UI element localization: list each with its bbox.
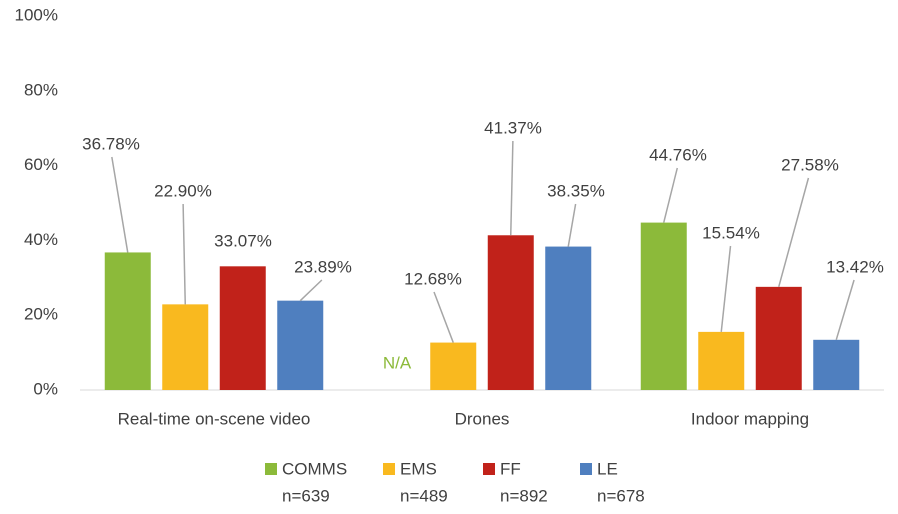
y-tick-label: 0% [33,379,58,398]
data-label: 38.35% [547,181,605,200]
data-label: N/A [383,353,412,372]
leader-line [182,203,186,305]
data-label: 36.78% [82,134,140,153]
y-tick-label: 100% [15,5,58,24]
leader-line [663,167,679,223]
bar [104,252,151,390]
legend-swatch [483,463,495,475]
leader-line [433,291,454,343]
legend-sample: n=639 [282,486,330,505]
leader-line [720,245,732,332]
legend-sample: n=892 [500,486,548,505]
leader-line [299,279,323,302]
legend-swatch [580,463,592,475]
legend-swatch [265,463,277,475]
legend-label: COMMS [282,459,347,478]
data-label: 13.42% [826,257,884,276]
y-tick-label: 40% [24,230,58,249]
y-tick-label: 20% [24,305,58,324]
bar [430,342,477,390]
bar [545,246,592,390]
data-label: 27.58% [781,155,839,174]
bar [640,222,687,390]
x-tick-label: Real-time on-scene video [118,409,311,428]
bar [698,331,745,390]
legend-swatch [383,463,395,475]
x-tick-label: Drones [455,409,510,428]
data-label: 41.37% [484,118,542,137]
leader-line [111,156,129,253]
data-label: 22.90% [154,181,212,200]
x-tick-label: Indoor mapping [691,409,809,428]
bar [277,300,324,390]
data-label: 44.76% [649,145,707,164]
data-label: 15.54% [702,223,760,242]
leader-line [835,279,855,341]
bar [813,339,860,390]
y-tick-label: 60% [24,155,58,174]
y-tick-label: 80% [24,80,58,99]
leader-line [778,177,810,288]
legend-sample: n=678 [597,486,645,505]
legend-label: LE [597,459,618,478]
legend-sample: n=489 [400,486,448,505]
bar [487,235,534,390]
data-label: 33.07% [214,231,272,250]
bar [162,304,209,390]
leader-line [510,140,514,236]
data-label: 23.89% [294,257,352,276]
leader-line [567,203,577,247]
data-label: 12.68% [404,269,462,288]
legend-label: EMS [400,459,437,478]
legend-label: FF [500,459,521,478]
bar [219,266,266,390]
bar [755,286,802,390]
